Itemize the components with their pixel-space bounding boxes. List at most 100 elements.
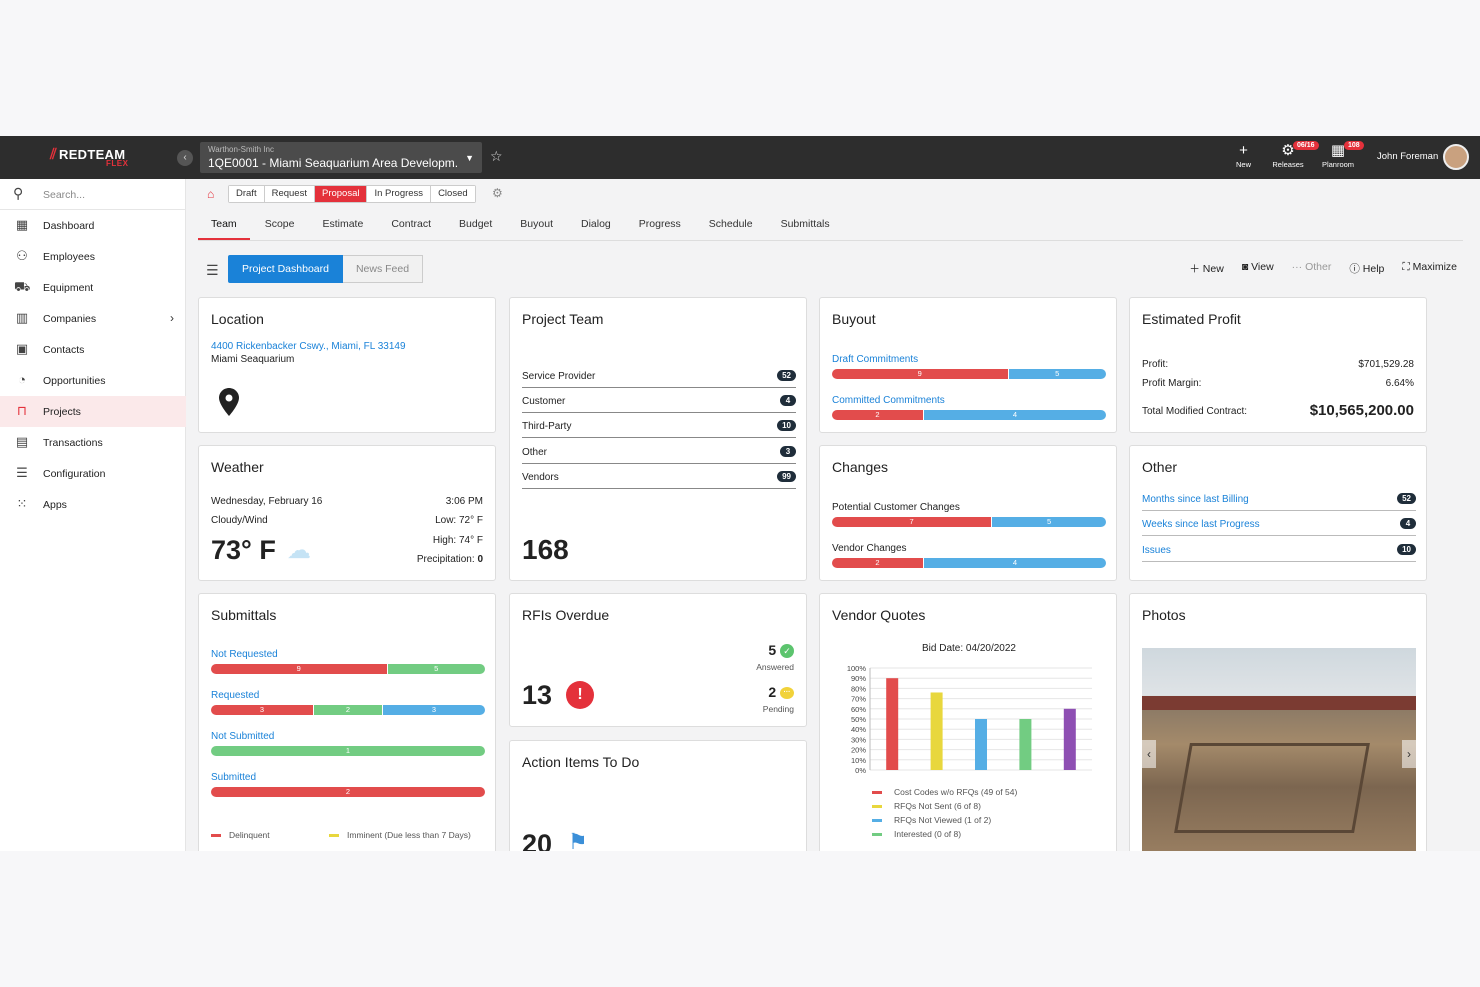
companies-icon: ▥ [15, 310, 29, 325]
collapse-icon[interactable]: ‹ [177, 150, 193, 166]
team-row[interactable]: Customer 4 [522, 391, 796, 413]
project-selector[interactable]: Warthon-Smith Inc 1QE0001 - Miami Seaqua… [200, 142, 482, 173]
other-action-button[interactable]: ··· Other [1291, 261, 1332, 273]
favorite-star-icon[interactable]: ☆ [490, 148, 503, 164]
stage-in-progress[interactable]: In Progress [367, 186, 432, 202]
submittals-bar[interactable]: 1 [211, 746, 485, 756]
top-bar: ⫽ REDTEAM FLEX ‹ Warthon-Smith Inc 1QE000… [0, 136, 1480, 179]
other-row[interactable]: Months since last Billing 52 [1142, 489, 1416, 511]
view-action-button[interactable]: ◙ View [1241, 261, 1274, 273]
tab-submittals[interactable]: Submittals [780, 218, 830, 230]
sidebar-item-companies[interactable]: ▥ Companies › [15, 310, 174, 325]
search-input[interactable]: Search... [43, 189, 86, 201]
committed-commitments-bar[interactable]: 2 4 [832, 410, 1106, 420]
hamburger-menu-icon[interactable]: ☰ [206, 262, 219, 278]
team-row[interactable]: Vendors 99 [522, 467, 796, 489]
chart-bar [886, 678, 899, 770]
stage-proposal[interactable]: Proposal [314, 186, 368, 202]
weather-high: High: 74° F [432, 535, 483, 546]
location-card: Location 4400 Rickenbacker Cswy., Miami,… [198, 297, 496, 433]
vendor-changes-bar[interactable]: 2 4 [832, 558, 1106, 568]
home-icon[interactable]: ⌂ [207, 187, 215, 201]
y-tick-label: 70% [851, 695, 866, 704]
alert-icon: ! [566, 681, 594, 709]
releases-button[interactable]: ⚙ 06/16 Releases [1271, 141, 1319, 169]
committed-commitments-link[interactable]: Committed Commitments [832, 395, 945, 406]
stage-closed[interactable]: Closed [431, 186, 475, 202]
news-feed-button[interactable]: News Feed [342, 255, 424, 283]
estimated-profit-card: Estimated Profit Profit: $701,529.28 Pro… [1129, 297, 1427, 433]
map-pin-icon[interactable] [219, 388, 239, 416]
submittals-bar[interactable]: 3 2 3 [211, 705, 485, 715]
buyout-card: Buyout Draft Commitments 9 5 Committed C… [819, 297, 1117, 433]
sidebar-item-contacts[interactable]: ▣ Contacts [15, 341, 85, 356]
tab-scope[interactable]: Scope [264, 218, 295, 230]
tab-buyout[interactable]: Buyout [520, 218, 553, 230]
photo-building [1142, 696, 1416, 710]
redteam-logo[interactable]: ⫽ REDTEAM FLEX [50, 146, 129, 168]
tab-budget[interactable]: Budget [459, 218, 493, 230]
tab-contract[interactable]: Contract [391, 218, 432, 230]
new-action-button[interactable]: ＋ New [1189, 263, 1224, 275]
logo-sub: FLEX [106, 159, 129, 168]
location-address[interactable]: 4400 Rickenbacker Cswy., Miami, FL 33149 [211, 341, 406, 352]
y-tick-label: 100% [847, 664, 867, 673]
bar-segment: 2 [832, 558, 924, 568]
submittals-group-label[interactable]: Not Requested [211, 649, 278, 660]
chevron-right-icon[interactable]: › [1402, 740, 1416, 768]
customer-changes-bar[interactable]: 7 5 [832, 517, 1106, 527]
tab-estimate[interactable]: Estimate [322, 218, 364, 230]
new-button[interactable]: + New [1236, 142, 1252, 169]
stage-request[interactable]: Request [264, 186, 315, 202]
submittals-group-label[interactable]: Submitted [211, 772, 257, 783]
submittals-bar[interactable]: 2 [211, 787, 485, 797]
chart-bar [1019, 719, 1032, 770]
project-dashboard-button[interactable]: Project Dashboard [228, 255, 343, 283]
project-team-card: Project Team Service Provider 52 Customer… [509, 297, 807, 581]
avatar[interactable] [1443, 144, 1469, 170]
legend-item: Delinquent [211, 830, 270, 840]
draft-commitments-link[interactable]: Draft Commitments [832, 354, 919, 365]
team-row[interactable]: Other 3 [522, 442, 796, 464]
sidebar-item-dashboard[interactable]: ▦ Dashboard [15, 217, 95, 232]
tab-schedule[interactable]: Schedule [708, 218, 753, 230]
card-title: Action Items To Do [522, 754, 640, 770]
sidebar-item-employees[interactable]: ⚇ Employees [0, 241, 186, 272]
planroom-button[interactable]: ▦ 108 Planroom [1320, 141, 1364, 169]
bar-segment: 4 [924, 558, 1106, 568]
sidebar-item-apps[interactable]: ⁙ Apps [0, 489, 186, 520]
tab-dialog[interactable]: Dialog [581, 218, 611, 230]
tab-team[interactable]: Team [198, 211, 250, 240]
other-row[interactable]: Issues 10 [1142, 540, 1416, 562]
legend-swatch [872, 819, 882, 822]
chevron-left-icon[interactable]: ‹ [1142, 740, 1156, 768]
chart-bar [1063, 708, 1076, 770]
user-name[interactable]: John Foreman [1377, 151, 1439, 162]
search-box[interactable]: ⚲ Search... [0, 179, 186, 210]
maximize-action-button[interactable]: ⛶ Maximize [1402, 261, 1457, 273]
other-row[interactable]: Weeks since last Progress 4 [1142, 514, 1416, 536]
photo-foundation [1174, 743, 1370, 833]
submittals-group-label[interactable]: Not Submitted [211, 731, 275, 742]
draft-commitments-bar[interactable]: 9 5 [832, 369, 1106, 379]
total-contract-value: $10,565,200.00 [1309, 402, 1414, 419]
sidebar-item-projects[interactable]: ⊓ Projects [0, 396, 186, 427]
weather-card: Weather Wednesday, February 16 3:06 PM C… [198, 445, 496, 581]
help-action-button[interactable]: ⓘ Help [1349, 263, 1385, 275]
card-title: Photos [1142, 607, 1186, 623]
stage-draft[interactable]: Draft [229, 186, 265, 202]
sidebar-item-configuration[interactable]: ☰ Configuration [0, 458, 186, 489]
submittals-group-label[interactable]: Requested [211, 690, 260, 701]
submittals-bar[interactable]: 9 5 [211, 664, 485, 674]
tab-progress[interactable]: Progress [638, 218, 681, 230]
legend-swatch [329, 834, 339, 838]
photos-card: Photos ‹ › [1129, 593, 1427, 851]
sidebar-item-transactions[interactable]: ▤ Transactions [15, 434, 103, 449]
sidebar-item-equipment[interactable]: ⛟ Equipment [0, 272, 186, 303]
team-row[interactable]: Third-Party 10 [522, 416, 796, 438]
other-card: Other Months since last Billing 52 Weeks … [1129, 445, 1427, 581]
team-row[interactable]: Service Provider 52 [522, 366, 796, 388]
site-photo[interactable]: ‹ › [1142, 648, 1416, 851]
gear-icon[interactable]: ⚙ [492, 186, 503, 200]
sidebar-item-opportunities[interactable]: ◔ Opportunities [0, 365, 186, 396]
